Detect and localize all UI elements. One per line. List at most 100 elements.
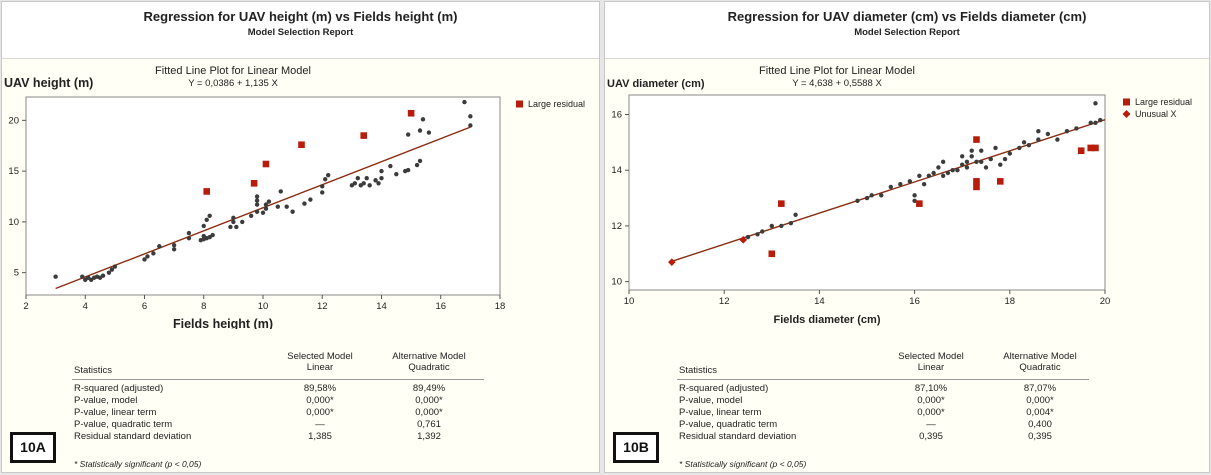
data-point bbox=[80, 274, 85, 279]
stat-selected-value: — bbox=[315, 419, 325, 430]
data-point bbox=[361, 181, 366, 186]
col-selected-model: Selected Model Linear bbox=[898, 351, 964, 373]
data-point bbox=[417, 158, 423, 164]
legend-square-marker bbox=[1123, 98, 1130, 106]
data-point bbox=[186, 230, 192, 236]
data-point bbox=[405, 132, 411, 137]
data-point bbox=[325, 172, 331, 178]
data-point bbox=[468, 114, 473, 119]
regression-equation: Y = 0,0386 + 1,135 X bbox=[188, 78, 278, 89]
data-point bbox=[907, 179, 913, 184]
stat-label: R-squared (adjusted) bbox=[74, 383, 164, 394]
y-tick-label: 16 bbox=[611, 110, 622, 121]
stat-selected-value: — bbox=[926, 419, 936, 430]
x-tick-label: 12 bbox=[317, 301, 328, 312]
panel-10a: Regression for UAV height (m) vs Fields … bbox=[1, 1, 600, 473]
y-tick-label: 10 bbox=[8, 217, 19, 228]
stat-selected-value: 0,395 bbox=[919, 431, 943, 442]
regression-equation: Y = 4,638 + 0,5588 X bbox=[792, 78, 882, 89]
data-point bbox=[888, 184, 893, 190]
data-point bbox=[275, 204, 281, 209]
data-point bbox=[157, 244, 162, 249]
col-alternative-model: Alternative Model Quadratic bbox=[392, 351, 466, 373]
data-point bbox=[869, 193, 874, 198]
stat-selected-value: 0,000* bbox=[306, 407, 334, 418]
stat-alternative-value: 87,07% bbox=[1023, 383, 1057, 394]
data-point bbox=[979, 159, 984, 165]
data-point bbox=[998, 162, 1003, 167]
data-point bbox=[109, 267, 115, 272]
data-point bbox=[254, 209, 260, 214]
x-tick-label: 20 bbox=[1100, 296, 1111, 307]
large-residual-point bbox=[203, 188, 211, 195]
statistics-table: Selected Model Linear Alternative Model Qu… bbox=[2, 59, 599, 442]
panel-10b: Regression for UAV diameter (cm) vs Fiel… bbox=[604, 1, 1210, 473]
y-tick-label: 12 bbox=[611, 221, 622, 232]
x-tick-label: 6 bbox=[142, 301, 147, 312]
figure-badge: 10A bbox=[10, 432, 56, 463]
data-point bbox=[1074, 126, 1079, 131]
large-residual-point bbox=[298, 141, 305, 149]
data-point bbox=[1064, 129, 1070, 134]
stat-label: P-value, linear term bbox=[679, 407, 762, 418]
data-point bbox=[1088, 120, 1093, 126]
data-point bbox=[1007, 151, 1012, 156]
data-point bbox=[793, 212, 798, 217]
report-title: Regression for UAV height (m) vs Fields … bbox=[143, 9, 458, 24]
chart-title: Fitted Line Plot for Linear Model bbox=[155, 65, 311, 77]
stat-selected-value: 89,58% bbox=[303, 383, 337, 394]
data-point bbox=[302, 201, 307, 206]
data-point bbox=[405, 167, 411, 173]
data-point bbox=[388, 163, 393, 169]
data-point bbox=[1021, 140, 1027, 145]
y-tick-label: 10 bbox=[611, 277, 622, 288]
stat-selected-value: 87,10% bbox=[914, 383, 948, 394]
data-point bbox=[969, 148, 974, 153]
data-point bbox=[373, 178, 378, 183]
legend-label: Unusual X bbox=[1135, 109, 1177, 119]
x-tick-label: 12 bbox=[719, 296, 730, 307]
data-point bbox=[1036, 129, 1041, 134]
stat-alternative-value: 0,000* bbox=[415, 395, 443, 406]
data-point bbox=[940, 173, 946, 178]
report-header: Regression for UAV diameter (cm) vs Fiel… bbox=[605, 2, 1209, 59]
large-residual-point bbox=[407, 109, 415, 117]
data-point bbox=[788, 220, 794, 226]
data-point bbox=[394, 171, 399, 177]
data-point bbox=[320, 190, 325, 195]
large-residual-point bbox=[250, 180, 258, 187]
y-tick-label: 14 bbox=[611, 165, 622, 176]
data-point bbox=[979, 148, 984, 153]
stat-label: P-value, model bbox=[679, 395, 743, 406]
statistics-table: Selected Model Linear Alternative Model Qu… bbox=[605, 59, 1209, 442]
stat-selected-value: 0,000* bbox=[306, 395, 334, 406]
large-residual-point bbox=[1087, 144, 1095, 152]
stat-alternative-value: 0,395 bbox=[1028, 431, 1052, 442]
data-point bbox=[755, 232, 760, 237]
data-point bbox=[1045, 131, 1051, 137]
legend-label: Large residual bbox=[528, 99, 585, 109]
stat-label: P-value, linear term bbox=[74, 407, 157, 418]
data-point bbox=[1093, 120, 1098, 126]
data-point bbox=[171, 247, 177, 252]
y-tick-label: 20 bbox=[8, 115, 19, 126]
stat-alternative-value: 0,000* bbox=[1026, 395, 1054, 406]
report-subtitle: Model Selection Report bbox=[247, 27, 354, 38]
large-residual-point bbox=[778, 200, 785, 207]
data-point bbox=[945, 170, 951, 176]
stat-alternative-value: 0,400 bbox=[1028, 419, 1052, 430]
data-point bbox=[940, 159, 946, 165]
data-point bbox=[308, 197, 313, 202]
data-point bbox=[931, 170, 936, 176]
y-tick-label: 5 bbox=[14, 268, 19, 279]
stat-alternative-value: 0,761 bbox=[417, 419, 441, 430]
data-point bbox=[950, 168, 955, 173]
data-point bbox=[231, 219, 236, 225]
data-point bbox=[284, 204, 289, 209]
data-point bbox=[912, 193, 917, 198]
x-tick-label: 14 bbox=[376, 301, 387, 312]
large-residual-point bbox=[973, 136, 980, 143]
x-tick-label: 2 bbox=[23, 301, 28, 312]
data-point bbox=[364, 176, 369, 181]
stat-selected-value: 0,000* bbox=[917, 407, 945, 418]
